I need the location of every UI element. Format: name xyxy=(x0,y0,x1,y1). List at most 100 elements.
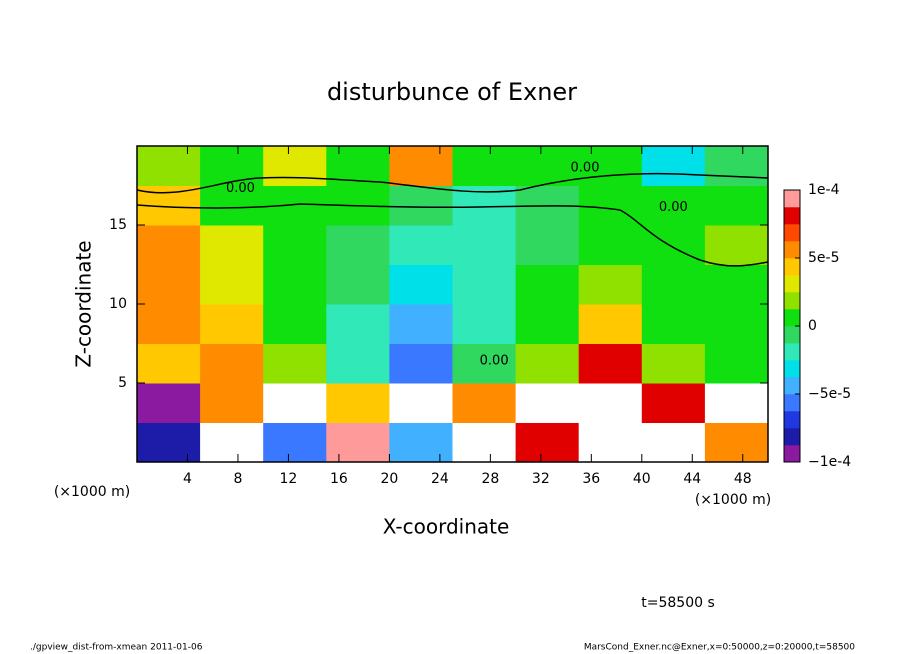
field-cell xyxy=(704,383,769,423)
time-label: t=58500 s xyxy=(641,595,715,611)
field-cell xyxy=(137,225,201,265)
field-cell xyxy=(389,422,453,463)
field-cell xyxy=(389,225,453,265)
colorbar-swatch xyxy=(784,360,800,378)
x-unit-label: (×1000 m) xyxy=(54,484,130,500)
field-cell xyxy=(263,225,327,265)
x-tick-label: 32 xyxy=(532,471,550,487)
field-cell xyxy=(578,383,643,423)
field-cell xyxy=(389,146,453,186)
field-cell xyxy=(263,146,327,186)
field-cell xyxy=(578,146,643,186)
field-cell xyxy=(326,383,390,423)
field-cell xyxy=(200,383,264,423)
field-cell xyxy=(578,264,643,305)
field-cell xyxy=(515,343,580,384)
x-tick-label: 48 xyxy=(734,471,752,487)
field-cell xyxy=(452,343,517,384)
field-cell xyxy=(704,225,769,265)
field-cell xyxy=(389,185,453,226)
field-cell xyxy=(200,304,264,344)
field-cell xyxy=(704,422,769,463)
y-tick-label: 5 xyxy=(118,375,127,391)
x-tick-label: 24 xyxy=(431,471,449,487)
x-tick-label: 4 xyxy=(183,471,192,487)
colorbar-swatch xyxy=(784,326,800,344)
x-unit-label: (×1000 m) xyxy=(695,492,771,508)
x-tick-label: 20 xyxy=(380,471,398,487)
x-tick-label: 12 xyxy=(280,471,298,487)
colorbar-tick-label: 1e-4 xyxy=(808,182,840,198)
colorbar-swatch xyxy=(784,258,800,276)
field-cell xyxy=(200,185,264,226)
field-cell xyxy=(263,264,327,305)
field-cell xyxy=(137,422,201,463)
y-tick-label: 10 xyxy=(109,296,127,312)
contour-label: 0.00 xyxy=(226,181,255,196)
field-cell xyxy=(704,146,769,186)
field-cell xyxy=(200,264,264,305)
field-cell xyxy=(641,343,706,384)
field-cell xyxy=(452,264,517,305)
field-cell xyxy=(515,225,580,265)
field-cell xyxy=(263,422,327,463)
contour-line xyxy=(136,172,769,194)
x-axis-label: X-coordinate xyxy=(383,515,510,539)
colorbar-swatch xyxy=(784,343,800,361)
colorbar-tick-label: 5e-5 xyxy=(808,250,839,266)
colorbar-swatch xyxy=(784,428,800,446)
field-cell xyxy=(515,383,580,423)
field-cell xyxy=(263,185,327,226)
chart-title: disturbunce of Exner xyxy=(327,78,577,106)
field-cell xyxy=(515,304,580,344)
field xyxy=(137,146,769,463)
x-tick-label: 40 xyxy=(633,471,651,487)
x-tick-label: 44 xyxy=(683,471,701,487)
field-cell xyxy=(641,422,706,463)
colorbar-tick-label: −5e-5 xyxy=(808,386,851,402)
field-cell xyxy=(389,264,453,305)
field-cell xyxy=(515,146,580,186)
colorbar-swatch xyxy=(784,309,800,327)
field-cell xyxy=(641,304,706,344)
field-cell xyxy=(578,225,643,265)
field-cell xyxy=(578,304,643,344)
field-cell xyxy=(263,304,327,344)
contour-line xyxy=(136,203,769,267)
field-cell xyxy=(452,304,517,344)
contour-label: 0.00 xyxy=(571,161,600,176)
x-tick-label: 8 xyxy=(233,471,242,487)
colorbar-swatch xyxy=(784,411,800,429)
field-cell xyxy=(578,185,643,226)
field-cell xyxy=(578,422,643,463)
field-cell xyxy=(137,383,201,423)
field-cell xyxy=(326,225,390,265)
field-cell xyxy=(641,185,706,226)
field-cell xyxy=(137,304,201,344)
field-cell xyxy=(137,264,201,305)
field-cell xyxy=(263,383,327,423)
field-cell xyxy=(704,264,769,305)
field-cell xyxy=(326,264,390,305)
colorbar-swatch xyxy=(784,377,800,395)
field-cell xyxy=(452,225,517,265)
field-cell xyxy=(578,343,643,384)
colorbar-swatch xyxy=(784,394,800,412)
y-axis-label: Z-coordinate xyxy=(72,240,96,367)
y-tick-label: 15 xyxy=(109,217,127,233)
colorbar-swatch xyxy=(784,241,800,259)
x-tick-label: 16 xyxy=(330,471,348,487)
field-cell xyxy=(326,422,390,463)
field-cell xyxy=(263,343,327,384)
colorbar-swatch xyxy=(784,445,800,463)
field-cell xyxy=(200,146,264,186)
field-cell xyxy=(326,304,390,344)
field-cell xyxy=(326,343,390,384)
x-tick-label: 36 xyxy=(582,471,600,487)
field-cell xyxy=(452,383,517,423)
field-cell xyxy=(641,383,706,423)
colorbar-swatch xyxy=(784,207,800,225)
colorbar-swatch xyxy=(784,224,800,242)
field-cell xyxy=(641,146,706,186)
